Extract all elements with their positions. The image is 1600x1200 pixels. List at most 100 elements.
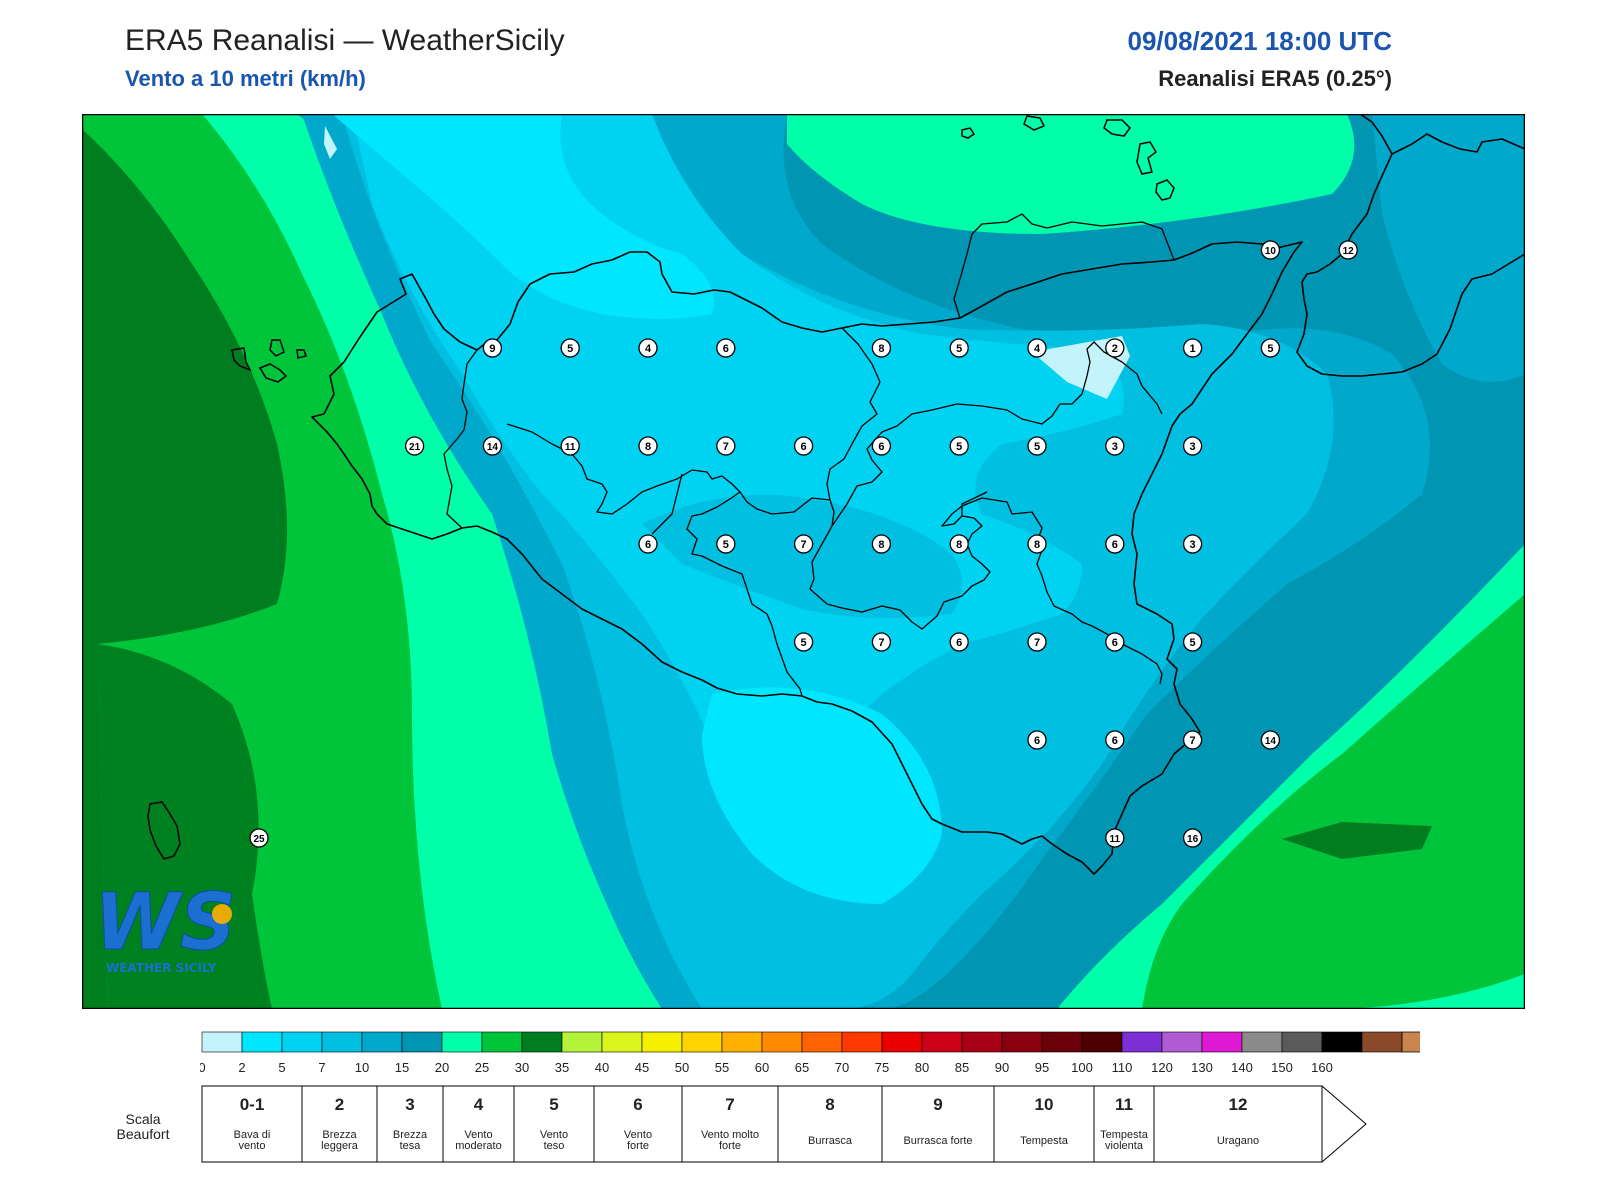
station-marker-circle bbox=[1027, 534, 1047, 554]
station-marker: 6 bbox=[871, 436, 892, 456]
colorbar-box bbox=[681, 1031, 723, 1053]
station-marker-circle bbox=[793, 436, 814, 456]
station-marker-circle bbox=[949, 338, 969, 358]
station-marker-circle bbox=[1260, 240, 1281, 260]
station-value: 5 bbox=[956, 441, 962, 453]
station-marker-circle bbox=[1182, 534, 1203, 554]
colorbar-tick-label: 30 bbox=[515, 1060, 529, 1075]
beaufort-cell-box bbox=[777, 1085, 883, 1163]
station-marker-circle bbox=[560, 436, 580, 456]
station-value: 6 bbox=[645, 539, 651, 551]
station-value: 6 bbox=[801, 441, 807, 453]
beaufort-cell: 2 Brezza leggera bbox=[301, 1085, 378, 1163]
beaufort-cell-box bbox=[442, 1085, 515, 1163]
beaufort-cell-box bbox=[301, 1085, 378, 1163]
colorbar-tick-label: 160 bbox=[1311, 1060, 1333, 1075]
station-marker-circle bbox=[949, 632, 969, 652]
station-value: 6 bbox=[956, 637, 962, 649]
wind-band-0-2-min-ne bbox=[1032, 336, 1130, 399]
beaufort-cell: 9 Burrasca forte bbox=[881, 1085, 995, 1163]
station-value: 6 bbox=[723, 343, 729, 355]
station-value: 14 bbox=[487, 442, 499, 453]
colorbar-tick-label: 80 bbox=[915, 1060, 929, 1075]
station-marker-circle bbox=[716, 534, 736, 554]
colorbar-tick-label: 0 bbox=[200, 1060, 206, 1075]
station-marker-circle bbox=[793, 632, 814, 652]
station-marker: 4 bbox=[1027, 338, 1047, 358]
wind-band-southeast-25-30 bbox=[1282, 822, 1432, 859]
colorbar-tick-label: 2 bbox=[238, 1060, 245, 1075]
station-marker-circle bbox=[249, 828, 269, 848]
beaufort-number: 12 bbox=[1229, 1095, 1248, 1114]
station-marker-circle bbox=[404, 436, 425, 456]
beaufort-number: 3 bbox=[405, 1095, 414, 1114]
beaufort-scale-label: Scala Beaufort bbox=[116, 1111, 170, 1142]
colorbar-box bbox=[201, 1031, 243, 1053]
station-marker-circle bbox=[1105, 338, 1125, 358]
station-marker-circle bbox=[949, 436, 969, 456]
station-marker: 6 bbox=[1027, 730, 1047, 750]
colorbar-box bbox=[1041, 1031, 1083, 1053]
beaufort-description: Burrasca forte bbox=[903, 1135, 972, 1147]
station-marker: 5 bbox=[560, 338, 580, 358]
station-marker-circle bbox=[1182, 730, 1203, 750]
station-marker: 25 bbox=[249, 828, 269, 848]
beaufort-description: Brezza tesa bbox=[393, 1129, 428, 1152]
station-marker: 10 bbox=[1260, 240, 1281, 260]
station-marker: 7 bbox=[716, 436, 736, 456]
station-marker: 2 bbox=[1105, 338, 1125, 358]
station-value: 12 bbox=[1343, 246, 1355, 257]
station-marker: 6 bbox=[638, 534, 658, 554]
colorbar-tick-label: 110 bbox=[1112, 1060, 1133, 1075]
station-marker: 3 bbox=[1105, 436, 1125, 456]
station-value: 5 bbox=[956, 343, 962, 355]
station-marker: 6 bbox=[1105, 730, 1125, 750]
colorbar-box bbox=[921, 1031, 963, 1053]
station-marker: 5 bbox=[716, 534, 736, 554]
colorbar-tick-label: 140 bbox=[1231, 1060, 1253, 1075]
station-value: 7 bbox=[1190, 735, 1196, 747]
station-marker-circle bbox=[1027, 436, 1047, 456]
colorbar-boxes bbox=[201, 1031, 1420, 1053]
colorbar-ticks: 0 2 5 7 10 15 20 25 30 35 40 45 50 55 60 65 70 75 80 85 90 95… bbox=[200, 1060, 1333, 1075]
colorbar-tick-label: 70 bbox=[835, 1060, 849, 1075]
beaufort-description: Burrasca bbox=[808, 1135, 853, 1147]
beaufort-cell-box bbox=[376, 1085, 444, 1163]
station-value: 11 bbox=[565, 442, 576, 453]
station-value: 8 bbox=[878, 539, 884, 551]
beaufort-description: Vento molto forte bbox=[701, 1129, 759, 1152]
station-marker: 6 bbox=[793, 436, 814, 456]
colorbar-box bbox=[521, 1031, 563, 1053]
logo-text: WS bbox=[94, 878, 236, 968]
colorbar-box bbox=[1361, 1031, 1403, 1053]
colorbar-tick-label: 40 bbox=[595, 1060, 609, 1075]
beaufort-description: Uragano bbox=[1217, 1135, 1259, 1147]
wind-band-southeast-20-25 bbox=[1142, 594, 1525, 1009]
beaufort-cell-box bbox=[1153, 1085, 1367, 1163]
colorbar-box bbox=[281, 1031, 323, 1053]
beaufort-number: 10 bbox=[1035, 1095, 1054, 1114]
station-marker-circle bbox=[1027, 632, 1047, 652]
beaufort-number: 4 bbox=[474, 1095, 484, 1114]
beaufort-cell: 6 Vento forte bbox=[593, 1085, 683, 1163]
colorbar-tick-label: 5 bbox=[278, 1060, 285, 1075]
beaufort-cell-box bbox=[881, 1085, 995, 1163]
station-marker-circle bbox=[1105, 632, 1125, 652]
station-marker: 5 bbox=[1260, 338, 1281, 358]
station-value: 8 bbox=[1034, 539, 1040, 551]
station-marker: 4 bbox=[638, 338, 658, 358]
station-value: 8 bbox=[645, 441, 651, 453]
station-marker-circle bbox=[1027, 338, 1047, 358]
station-value: 25 bbox=[253, 834, 265, 845]
station-marker-circle bbox=[1260, 730, 1281, 750]
station-value: 3 bbox=[1190, 441, 1196, 453]
wind-band-northeast-7-10 bbox=[1372, 114, 1525, 382]
beaufort-cell: 0-1 Bava di vento bbox=[201, 1085, 303, 1163]
colorbar-box bbox=[1241, 1031, 1283, 1053]
station-marker-circle bbox=[871, 534, 892, 554]
station-value: 5 bbox=[723, 539, 729, 551]
station-marker-circle bbox=[1105, 828, 1125, 848]
station-marker-circle bbox=[560, 338, 580, 358]
logo-subtext: WEATHER SICILY bbox=[106, 961, 217, 975]
map-datetime: 09/08/2021 18:00 UTC bbox=[1127, 26, 1392, 56]
